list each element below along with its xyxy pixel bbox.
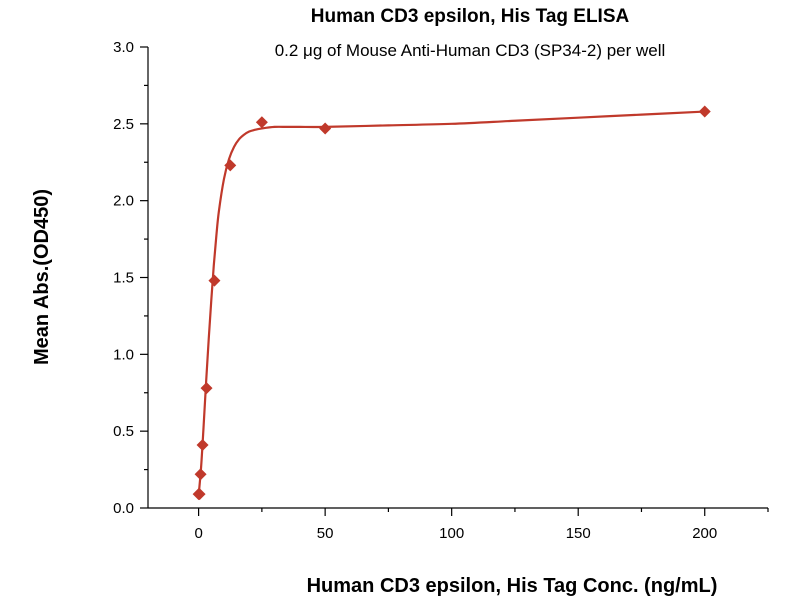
x-tick-label: 100 (439, 525, 464, 542)
y-tick-label: 3.0 (113, 39, 134, 56)
x-tick-label: 0 (194, 525, 202, 542)
x-tick-label: 50 (317, 525, 334, 542)
y-axis-label: Mean Abs.(OD450) (31, 189, 53, 365)
x-axis-label: Human CD3 epsilon, His Tag Conc. (ng/mL) (307, 575, 718, 597)
data-point-diamond (224, 159, 237, 172)
data-point-diamond (255, 116, 268, 129)
y-tick-label: 2.0 (113, 193, 134, 210)
data-point-diamond (196, 438, 209, 451)
data-points-layer (192, 105, 711, 501)
y-tick-label: 1.5 (113, 270, 134, 287)
data-point-diamond (319, 122, 332, 135)
y-tick-label: 0.5 (113, 423, 134, 440)
y-tick-label: 1.0 (113, 346, 134, 363)
fit-curve-layer (197, 110, 705, 496)
chart-subtitle: 0.2 μg of Mouse Anti-Human CD3 (SP34-2) … (275, 41, 666, 60)
axes: 0.0 0.5 1.0 1.5 2.0 2.5 3.0 0 50 100 150 200 (113, 39, 769, 542)
data-point-diamond (208, 274, 221, 287)
chart-title: Human CD3 epsilon, His Tag ELISA (311, 6, 630, 27)
data-point-diamond (698, 105, 711, 118)
data-point-diamond (200, 382, 213, 395)
x-tick-label: 150 (566, 525, 591, 542)
y-tick-label: 2.5 (113, 116, 134, 133)
data-point-diamond (194, 468, 207, 481)
fit-curve (197, 110, 705, 496)
data-point-diamond (193, 488, 206, 501)
y-tick-label: 0.0 (113, 500, 134, 517)
x-tick-label: 200 (692, 525, 717, 542)
